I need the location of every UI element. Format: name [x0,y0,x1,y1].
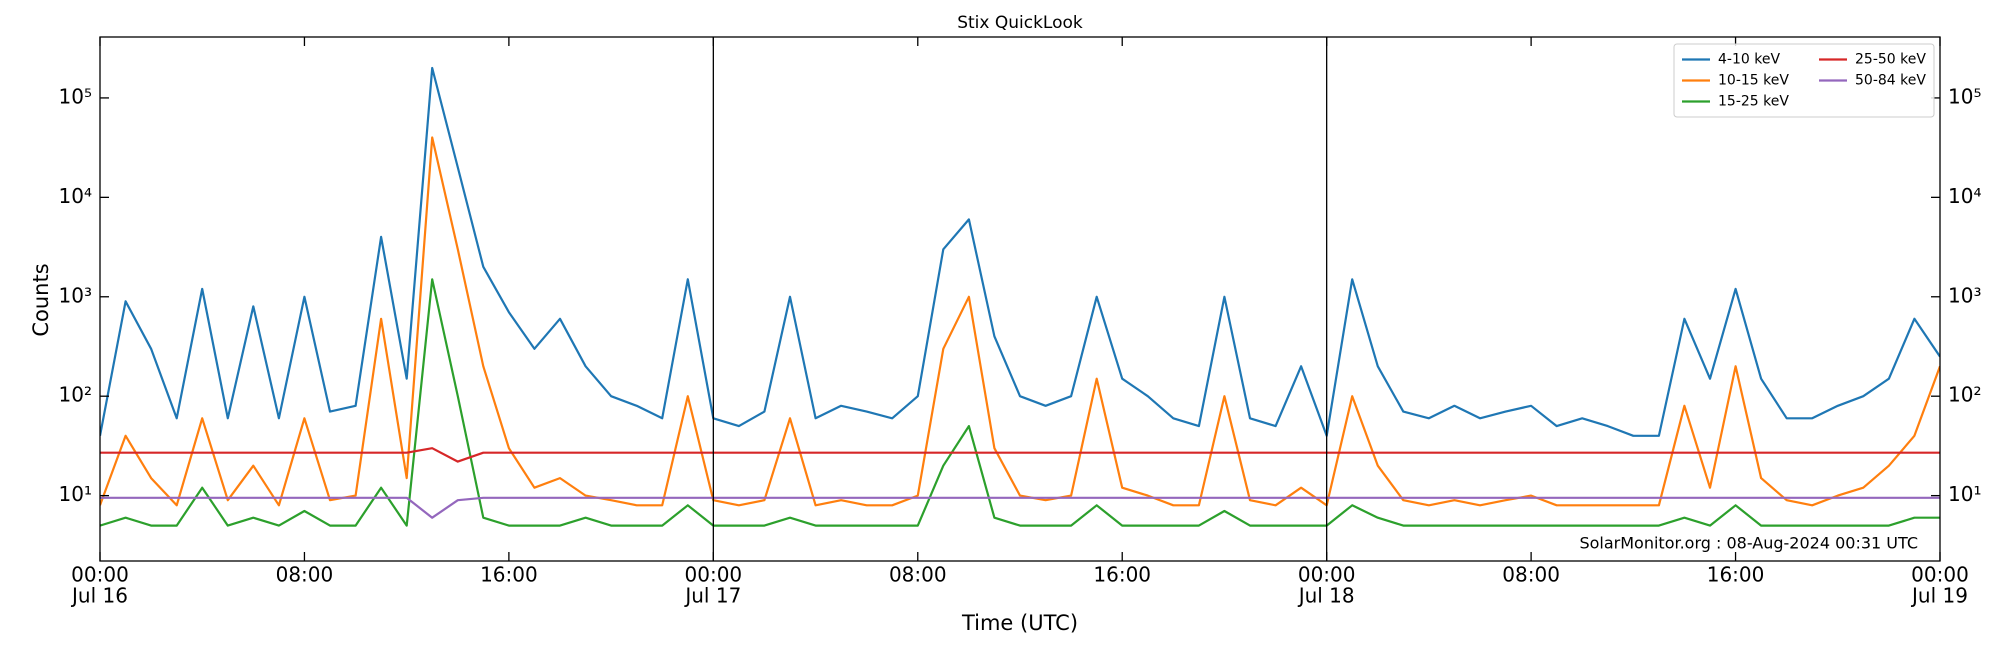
legend-label: 25-50 keV [1855,52,1926,68]
y-tick-label-right: 10⁵ [1948,84,1981,108]
y-tick-label: 10³ [59,283,92,307]
series-line [100,66,1940,437]
y-tick-label-right: 10³ [1948,283,1981,307]
x-tick-label: 16:00 [1707,563,1765,587]
x-tick-label: 00:00 [685,563,743,587]
y-tick-label-right: 10⁴ [1948,184,1981,208]
x-date-label: Jul 16 [70,584,128,608]
legend-label: 15-25 keV [1718,94,1789,110]
legend-label: 4-10 keV [1718,52,1780,68]
legend-label: 50-84 keV [1855,73,1926,89]
x-tick-label: 08:00 [276,563,334,587]
annotation: SolarMonitor.org : 08-Aug-2024 00:31 UTC [1579,534,1918,553]
x-tick-label: 16:00 [480,563,538,587]
series-line [100,447,1940,463]
x-tick-label: 00:00 [1911,563,1969,587]
series-line [100,278,1940,527]
chart-title: Stix QuickLook [957,13,1083,33]
x-tick-label: 08:00 [889,563,947,587]
x-tick-label: 16:00 [1093,563,1151,587]
y-axis-label: Counts [29,263,53,336]
y-tick-label: 10⁴ [59,184,92,208]
x-tick-label: 08:00 [1502,563,1560,587]
y-tick-label-right: 10¹ [1948,482,1981,506]
series-line [100,496,1940,519]
legend-box [1673,43,1935,118]
x-tick-label: 00:00 [1298,563,1356,587]
series-line [100,136,1940,507]
x-axis-label: Time (UTC) [961,611,1078,635]
plot-frame [99,36,1941,562]
legend-label: 10-15 keV [1718,73,1789,89]
y-tick-label: 10² [59,383,92,407]
y-tick-label: 10¹ [59,482,92,506]
x-date-label: Jul 19 [1910,584,1968,608]
y-tick-label-right: 10² [1948,383,1981,407]
x-date-label: Jul 17 [683,584,741,608]
plot-lines [100,66,1940,527]
x-tick-label: 00:00 [71,563,129,587]
x-date-label: Jul 18 [1297,584,1355,608]
y-tick-label: 10⁵ [59,84,92,108]
